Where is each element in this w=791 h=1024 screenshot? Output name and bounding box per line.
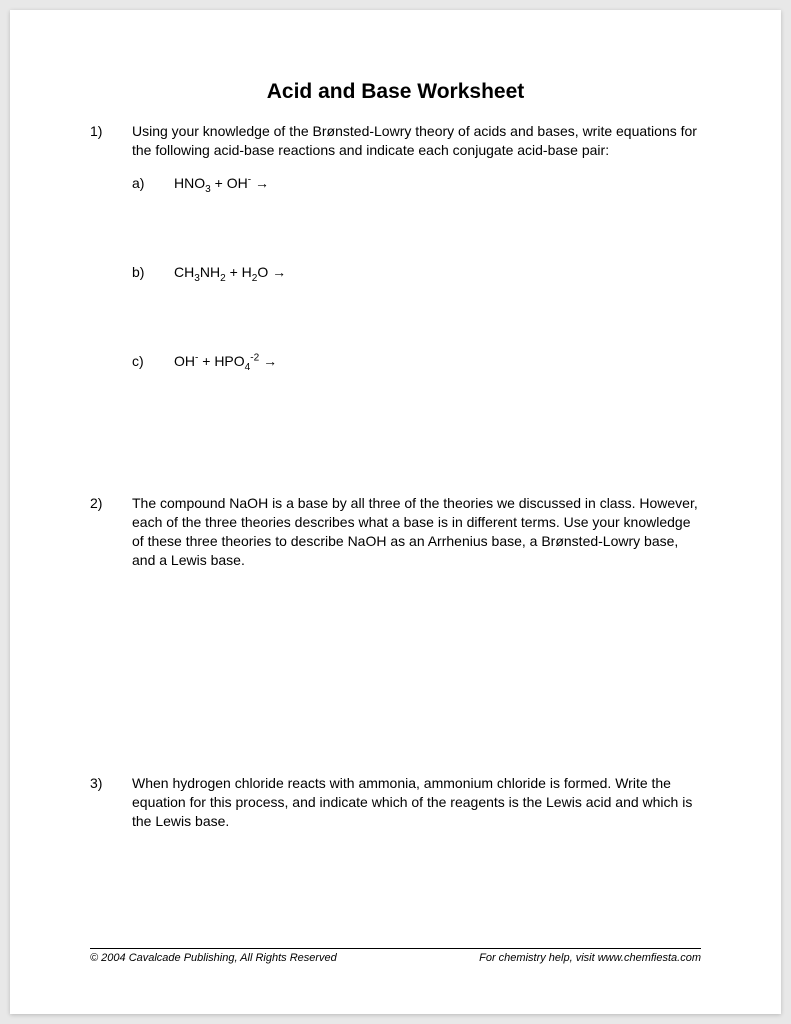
sub-item-b: b) CH3NH2 + H2O → — [132, 263, 701, 282]
formula-b: CH3NH2 + H2O → — [174, 263, 286, 282]
formula-part: + HPO — [198, 353, 244, 369]
question-1: 1) Using your knowledge of the Brønsted-… — [90, 122, 701, 370]
footer-link-text: For chemistry help, visit www.chemfiesta… — [479, 952, 701, 964]
spacer — [90, 394, 701, 494]
arrow-icon: → — [263, 353, 277, 369]
question-text: The compound NaOH is a base by all three… — [132, 494, 701, 570]
subscript: 4 — [245, 361, 251, 372]
spacer — [90, 594, 701, 774]
sub-label: c) — [132, 352, 174, 371]
page-title: Acid and Base Worksheet — [90, 80, 701, 104]
formula-part: O — [257, 264, 272, 280]
sub-items: a) HNO3 + OH- → b) CH3NH2 + H2O → c) OH-… — [132, 174, 701, 371]
question-body: The compound NaOH is a base by all three… — [132, 494, 701, 570]
question-2: 2) The compound NaOH is a base by all th… — [90, 494, 701, 570]
question-number: 1) — [90, 122, 132, 370]
formula-part: + H — [226, 264, 252, 280]
question-body: Using your knowledge of the Brønsted-Low… — [132, 122, 701, 370]
question-body: When hydrogen chloride reacts with ammon… — [132, 774, 701, 831]
question-3: 3) When hydrogen chloride reacts with am… — [90, 774, 701, 831]
arrow-icon: → — [255, 175, 269, 191]
question-number: 2) — [90, 494, 132, 570]
sub-label: b) — [132, 263, 174, 282]
formula-part: NH — [200, 264, 220, 280]
footer-copyright: © 2004 Cavalcade Publishing, All Rights … — [90, 952, 337, 964]
formula-part: HNO — [174, 175, 205, 191]
sub-label: a) — [132, 174, 174, 193]
question-text: When hydrogen chloride reacts with ammon… — [132, 774, 701, 831]
formula-part: OH — [174, 353, 195, 369]
worksheet-page: Acid and Base Worksheet 1) Using your kn… — [10, 10, 781, 1014]
formula-a: HNO3 + OH- → — [174, 174, 269, 193]
question-number: 3) — [90, 774, 132, 831]
sub-item-c: c) OH- + HPO4-2 → — [132, 352, 701, 371]
question-text: Using your knowledge of the Brønsted-Low… — [132, 122, 701, 160]
formula-part: + OH — [211, 175, 248, 191]
formula-part: CH — [174, 264, 194, 280]
sub-item-a: a) HNO3 + OH- → — [132, 174, 701, 193]
arrow-icon: → — [272, 264, 286, 280]
formula-c: OH- + HPO4-2 → — [174, 352, 277, 371]
page-footer: © 2004 Cavalcade Publishing, All Rights … — [90, 948, 701, 964]
superscript: -2 — [250, 352, 259, 363]
